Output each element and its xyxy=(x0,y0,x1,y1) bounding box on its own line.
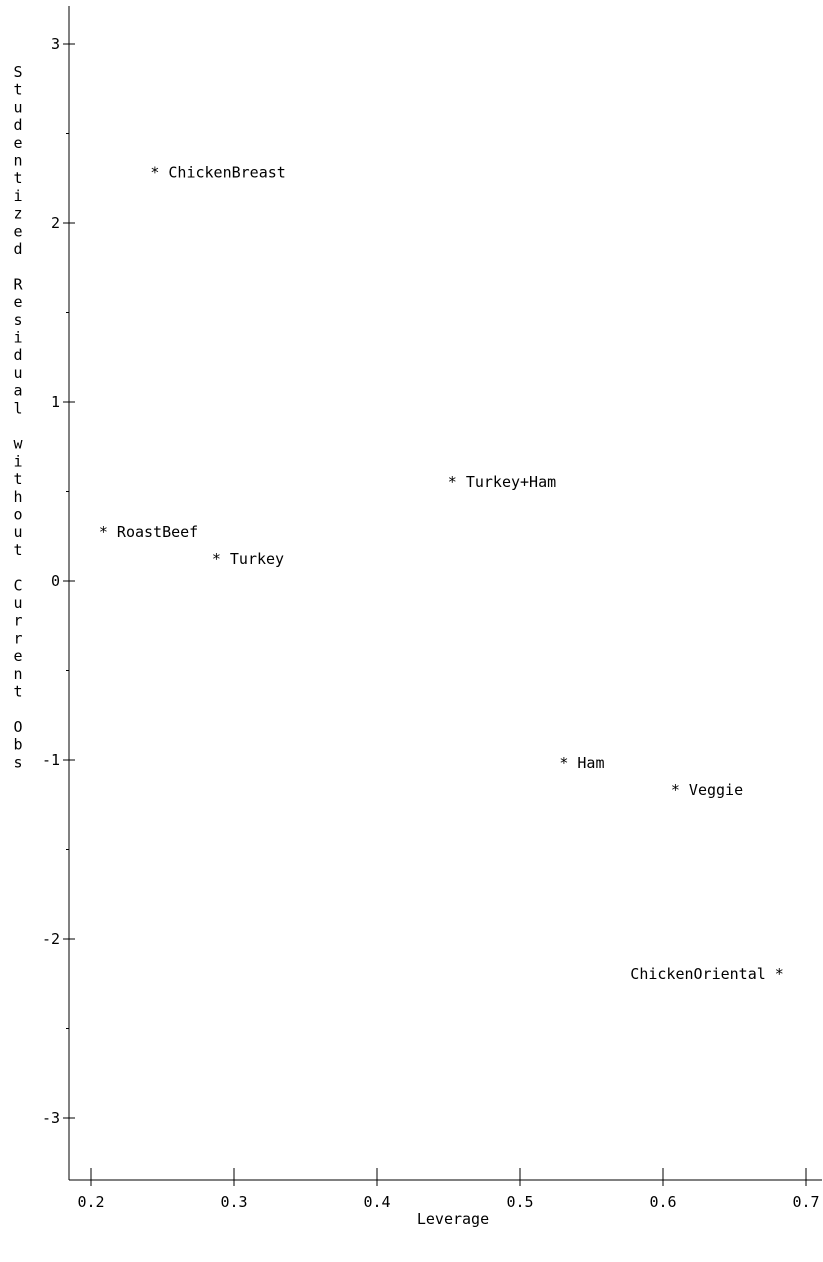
y-axis-label-char: C xyxy=(13,576,22,594)
y-axis-label-char: u xyxy=(13,594,22,612)
x-axis-label: Leverage xyxy=(417,1210,489,1228)
x-tick-label: 0.4 xyxy=(363,1193,390,1211)
y-axis-label-char: t xyxy=(13,169,22,187)
y-axis-label-char: t xyxy=(13,81,22,99)
data-point: * Veggie xyxy=(671,781,743,799)
data-point: ChickenOriental * xyxy=(630,965,784,983)
x-tick-label: 0.3 xyxy=(220,1193,247,1211)
y-axis-label-char: e xyxy=(13,222,22,240)
y-axis-label-char: b xyxy=(13,736,22,754)
y-axis-label-char: t xyxy=(13,541,22,559)
x-axis-ticks: 0.2 0.3 0.4 0.5 0.6 0.7 xyxy=(77,1168,820,1211)
y-axis-label-char: S xyxy=(13,63,22,81)
y-axis-label-char: e xyxy=(13,293,22,311)
y-axis-label-char: l xyxy=(13,399,22,417)
y-tick-label: 2 xyxy=(51,214,60,232)
data-point: * Turkey+Ham xyxy=(448,473,556,491)
x-tick-label: 0.2 xyxy=(77,1193,104,1211)
y-axis-label-char: z xyxy=(13,205,22,223)
y-axis-label-char: u xyxy=(13,98,22,116)
y-axis-label-char: s xyxy=(13,311,22,329)
y-axis-label-char: t xyxy=(13,683,22,701)
y-axis-label-char: t xyxy=(13,470,22,488)
y-tick-label: 3 xyxy=(51,35,60,53)
y-axis-label-char: u xyxy=(13,523,22,541)
data-points: * ChickenBreast * Turkey+Ham * RoastBeef * … xyxy=(99,163,784,983)
y-tick-label: -3 xyxy=(42,1109,60,1127)
y-axis-label-char: d xyxy=(13,240,22,258)
x-tick-label: 0.7 xyxy=(792,1193,819,1211)
y-axis-label-char: e xyxy=(13,134,22,152)
y-axis-label-char: h xyxy=(13,488,22,506)
data-point: * RoastBeef xyxy=(99,523,198,541)
y-axis-label-char: r xyxy=(13,629,22,647)
y-axis-label-char: R xyxy=(13,275,23,293)
data-point: * Turkey xyxy=(212,550,284,568)
x-tick-label: 0.6 xyxy=(649,1193,676,1211)
y-axis-label-char: i xyxy=(13,187,22,205)
data-point: * Ham xyxy=(559,754,604,772)
y-axis-label-char: o xyxy=(13,506,22,524)
x-tick-label: 0.5 xyxy=(506,1193,533,1211)
y-axis-label-char: i xyxy=(13,329,22,347)
y-axis-label-char: d xyxy=(13,116,22,134)
y-tick-label: -1 xyxy=(42,751,60,769)
data-point: * ChickenBreast xyxy=(150,163,285,181)
y-axis-label-char: a xyxy=(13,382,22,400)
y-axis-label-char: r xyxy=(13,612,22,630)
y-axis-label-char: n xyxy=(13,152,22,170)
axes xyxy=(68,6,822,1181)
y-axis-label-char: d xyxy=(13,346,22,364)
y-tick-label: -2 xyxy=(42,930,60,948)
y-axis-label-char: O xyxy=(13,718,22,736)
y-axis-label-char: e xyxy=(13,647,22,665)
y-axis-label-char: u xyxy=(13,364,22,382)
y-axis-label-char: n xyxy=(13,665,22,683)
y-tick-label: 1 xyxy=(51,393,60,411)
y-axis-label-char: w xyxy=(13,435,23,453)
y-axis-label-char: s xyxy=(13,753,22,771)
y-axis-ticks: 3 2 1 0 -1 -2 -3 xyxy=(42,35,75,1127)
y-tick-label: 0 xyxy=(51,572,60,590)
y-axis-label-char: i xyxy=(13,452,22,470)
